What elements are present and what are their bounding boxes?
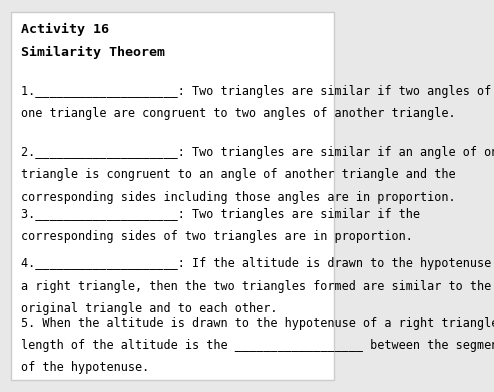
Text: 1.____________________: Two triangles are similar if two angles of: 1.____________________: Two triangles ar… <box>21 85 491 98</box>
Text: triangle is congruent to an angle of another triangle and the: triangle is congruent to an angle of ano… <box>21 169 455 181</box>
Text: 3.____________________: Two triangles are similar if the: 3.____________________: Two triangles ar… <box>21 207 420 221</box>
Text: corresponding sides of two triangles are in proportion.: corresponding sides of two triangles are… <box>21 230 413 243</box>
Text: Activity 16: Activity 16 <box>21 24 109 36</box>
Text: a right triangle, then the two triangles formed are similar to the: a right triangle, then the two triangles… <box>21 279 491 293</box>
Text: of the hypotenuse.: of the hypotenuse. <box>21 361 149 374</box>
FancyBboxPatch shape <box>11 12 334 380</box>
Text: original triangle and to each other.: original triangle and to each other. <box>21 302 278 315</box>
Text: 2.____________________: Two triangles are similar if an angle of one: 2.____________________: Two triangles ar… <box>21 146 494 159</box>
Text: 4.____________________: If the altitude is drawn to the hypotenuse of: 4.____________________: If the altitude … <box>21 258 494 270</box>
Text: length of the altitude is the __________________ between the segments: length of the altitude is the __________… <box>21 339 494 352</box>
Text: Similarity Theorem: Similarity Theorem <box>21 46 165 60</box>
Text: 5. When the altitude is drawn to the hypotenuse of a right triangle, the: 5. When the altitude is drawn to the hyp… <box>21 317 494 330</box>
Text: corresponding sides including those angles are in proportion.: corresponding sides including those angl… <box>21 191 455 203</box>
Text: one triangle are congruent to two angles of another triangle.: one triangle are congruent to two angles… <box>21 107 455 120</box>
